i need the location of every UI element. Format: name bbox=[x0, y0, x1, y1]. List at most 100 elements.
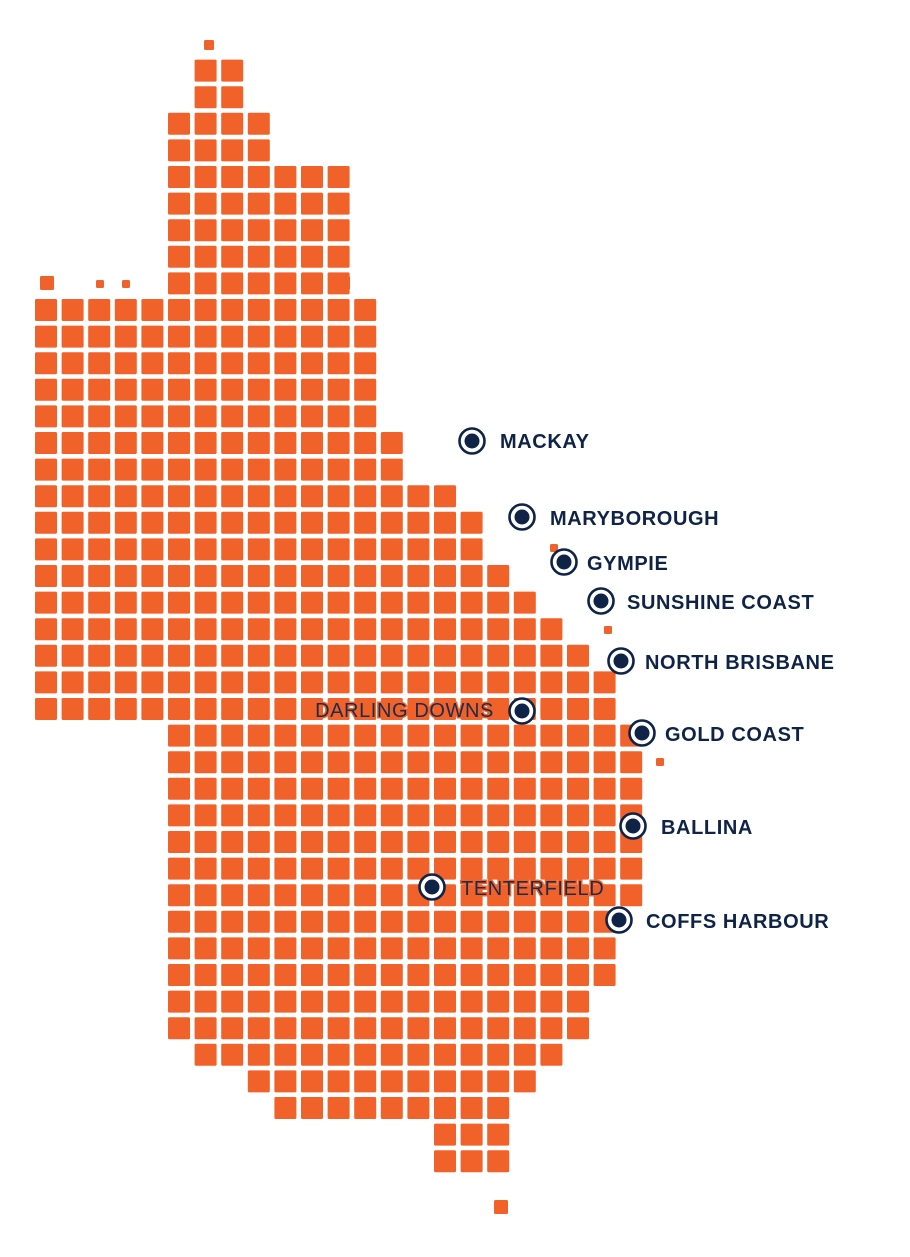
map-tile bbox=[141, 511, 164, 534]
map-tile bbox=[407, 618, 430, 641]
map-tile bbox=[620, 884, 643, 907]
marker-tenterfield[interactable]: TENTERFIELD bbox=[418, 873, 605, 902]
map-tile bbox=[194, 245, 217, 268]
map-tile bbox=[327, 352, 350, 375]
marker-maryborough[interactable]: MARYBOROUGH bbox=[508, 503, 720, 531]
map-tile bbox=[141, 591, 164, 614]
marker-darling-downs[interactable]: DARLING DOWNS bbox=[314, 697, 536, 725]
label-coffs-harbour: COFFS HARBOUR bbox=[646, 911, 829, 933]
map-tile bbox=[194, 166, 217, 188]
map-tile bbox=[194, 724, 217, 747]
map-tile bbox=[327, 565, 350, 587]
map-tile bbox=[407, 511, 430, 534]
map-tile bbox=[513, 990, 536, 1013]
map-tile bbox=[327, 591, 350, 614]
marker-gympie[interactable]: GYMPIE bbox=[550, 548, 669, 576]
map-tile bbox=[168, 352, 190, 375]
map-tile bbox=[35, 565, 57, 587]
map-tile bbox=[301, 644, 323, 667]
map-tile bbox=[168, 538, 190, 561]
map-tile bbox=[35, 378, 57, 401]
map-tile bbox=[247, 618, 270, 641]
map-tile bbox=[168, 937, 190, 960]
map-tile bbox=[61, 644, 84, 667]
map-tile bbox=[274, 671, 297, 694]
map-tile bbox=[540, 777, 563, 800]
map-tile bbox=[114, 565, 137, 587]
map-tile bbox=[88, 511, 111, 534]
map-tile bbox=[593, 964, 616, 986]
map-tile bbox=[338, 254, 346, 262]
map-tile bbox=[460, 777, 483, 800]
map-tile bbox=[593, 831, 616, 853]
label-maryborough: MARYBOROUGH bbox=[550, 508, 719, 530]
marker-sunshine-coast[interactable]: SUNSHINE COAST bbox=[587, 587, 815, 615]
marker-mackay[interactable]: MACKAY bbox=[458, 427, 590, 455]
map-tile bbox=[358, 354, 374, 370]
map-tile bbox=[460, 644, 483, 667]
map-tile bbox=[301, 618, 323, 641]
map-tile bbox=[194, 432, 217, 454]
map-tile bbox=[194, 618, 217, 641]
map-tile bbox=[513, 777, 536, 800]
map-tile bbox=[40, 276, 54, 290]
marker-ballina[interactable]: BALLINA bbox=[619, 812, 753, 840]
map-tile bbox=[88, 299, 111, 321]
map-tile bbox=[61, 618, 84, 641]
map-tile bbox=[194, 884, 217, 907]
map-tile bbox=[407, 671, 430, 694]
map-tile bbox=[301, 405, 323, 428]
map-tile bbox=[380, 964, 403, 986]
map-tile bbox=[513, 724, 536, 747]
map-tile bbox=[114, 432, 137, 454]
location-pin-dot bbox=[613, 653, 629, 669]
map-tile bbox=[247, 1017, 270, 1040]
map-tile bbox=[114, 698, 137, 720]
map-tile bbox=[247, 565, 270, 587]
map-tile bbox=[247, 325, 270, 348]
map-tile bbox=[407, 565, 430, 587]
map-tile bbox=[284, 198, 296, 210]
map-tile bbox=[540, 831, 563, 853]
marker-gold-coast[interactable]: GOLD COAST bbox=[628, 719, 805, 747]
map-tile bbox=[620, 777, 643, 800]
map-tile bbox=[274, 644, 297, 667]
map-tile bbox=[247, 245, 270, 268]
map-tile bbox=[88, 405, 111, 428]
map-tile bbox=[487, 618, 510, 641]
map-tile bbox=[460, 1097, 483, 1119]
map-tile bbox=[274, 378, 297, 401]
map-tile bbox=[274, 831, 297, 853]
map-tile bbox=[338, 228, 346, 236]
map-tile bbox=[274, 245, 297, 268]
map-tile bbox=[540, 910, 563, 933]
map-tile bbox=[274, 565, 297, 587]
map-tile bbox=[354, 964, 377, 986]
map-tile bbox=[327, 485, 350, 508]
map-tile bbox=[513, 937, 536, 960]
map-tile bbox=[221, 831, 244, 853]
map-tile bbox=[88, 644, 111, 667]
map-tile bbox=[327, 698, 350, 720]
map-tile bbox=[354, 378, 377, 401]
map-tile bbox=[247, 990, 270, 1013]
map-tile bbox=[380, 804, 403, 827]
map-tile bbox=[327, 618, 350, 641]
map-tile bbox=[247, 192, 270, 215]
map-tile bbox=[434, 777, 456, 800]
marker-north-brisbane[interactable]: NORTH BRISBANE bbox=[607, 647, 835, 675]
map-tile bbox=[593, 724, 616, 747]
map-tile bbox=[35, 432, 57, 454]
map-tile bbox=[61, 485, 84, 508]
map-tile bbox=[194, 219, 217, 242]
map-tile bbox=[301, 219, 323, 242]
map-tile bbox=[141, 458, 164, 481]
map-tile bbox=[434, 698, 456, 720]
map-tile bbox=[168, 884, 190, 907]
map-tile bbox=[221, 644, 244, 667]
map-tile bbox=[434, 1017, 456, 1040]
map-tile bbox=[114, 538, 137, 561]
map-tile bbox=[274, 910, 297, 933]
marker-coffs-harbour[interactable]: COFFS HARBOUR bbox=[605, 906, 830, 934]
